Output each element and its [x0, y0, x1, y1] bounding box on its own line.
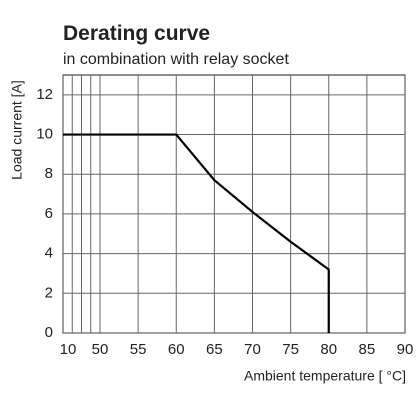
plot-frame: [62, 74, 406, 334]
x-axis-label: Ambient temperature [ °C]: [244, 368, 406, 384]
x-tick-label: 55: [130, 341, 147, 358]
y-tick-label: 12: [36, 86, 53, 103]
y-tick-label: 4: [45, 245, 53, 262]
line-series: [63, 133, 330, 333]
y-tick-label: 0: [45, 324, 53, 341]
y-tick-label: 6: [45, 205, 53, 222]
x-tick-label: 80: [320, 341, 337, 358]
x-tick-label: 10: [60, 341, 77, 358]
y-tick-label: 10: [36, 126, 53, 143]
y-tick-label: 8: [45, 165, 53, 182]
y-tick-label: 2: [45, 284, 53, 301]
chart-title: Derating curve: [63, 22, 210, 45]
x-tick-label: 50: [92, 341, 109, 358]
x-tick-label: 75: [282, 341, 299, 358]
x-tick-label: 60: [168, 341, 185, 358]
x-tick-label: 65: [206, 341, 223, 358]
y-axis-label: Load current [A]: [9, 80, 25, 180]
x-tick-label: 85: [359, 341, 376, 358]
x-tick-label: 70: [244, 341, 261, 358]
x-tick-label: 90: [397, 341, 414, 358]
chart-subtitle: in combination with relay socket: [63, 51, 289, 68]
